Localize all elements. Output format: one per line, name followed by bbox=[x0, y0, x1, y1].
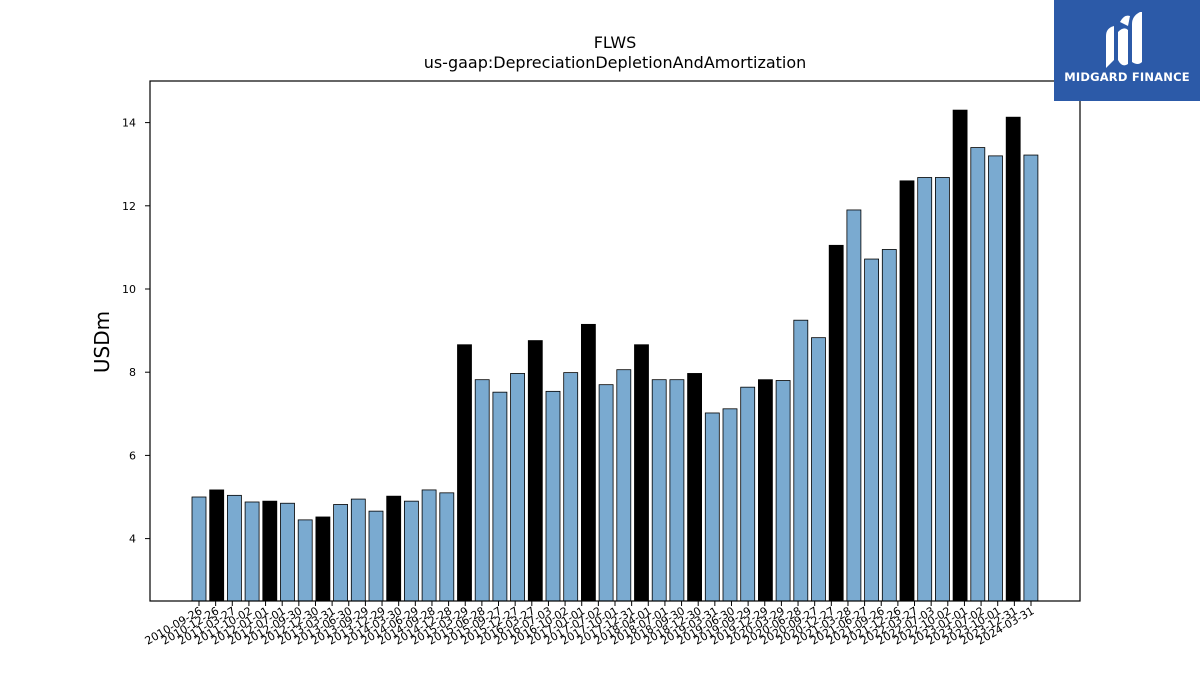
bar bbox=[899, 180, 915, 602]
bar bbox=[864, 258, 879, 602]
bar bbox=[1023, 154, 1039, 602]
bar bbox=[315, 516, 331, 602]
bar bbox=[988, 155, 1003, 602]
x-ticks-group: 2010-09-262010-12-262011-03-272011-10-02… bbox=[143, 601, 1037, 648]
bar bbox=[226, 494, 242, 602]
bar bbox=[634, 344, 649, 602]
bar bbox=[191, 496, 207, 602]
bars-group bbox=[191, 109, 1039, 602]
bar bbox=[474, 379, 490, 602]
bar bbox=[1005, 116, 1021, 602]
bar bbox=[439, 492, 455, 602]
y-tick-label: 14 bbox=[122, 117, 136, 130]
bar bbox=[563, 372, 579, 602]
brand-logo-text: MIDGARD FINANCE bbox=[1064, 70, 1190, 84]
plot-frame bbox=[149, 80, 1081, 602]
chart-title: FLWS bbox=[594, 33, 637, 52]
y-tick-label: 8 bbox=[129, 366, 136, 379]
bar bbox=[421, 489, 437, 602]
bar bbox=[970, 147, 986, 602]
y-tick-label: 4 bbox=[129, 533, 136, 546]
y-ticks-group: 4 6 8 10 12 14 bbox=[122, 117, 150, 546]
bar bbox=[881, 249, 897, 602]
bar bbox=[828, 244, 844, 602]
bar bbox=[775, 380, 791, 602]
midgard-logo-icon bbox=[1106, 12, 1142, 68]
bar bbox=[598, 384, 614, 602]
bar bbox=[616, 369, 632, 602]
y-tick-label: 10 bbox=[122, 283, 136, 296]
bar bbox=[740, 386, 756, 602]
bar bbox=[262, 500, 278, 602]
bar bbox=[386, 495, 402, 602]
bar bbox=[492, 391, 508, 602]
bar bbox=[510, 373, 526, 602]
bar bbox=[527, 340, 543, 602]
bar bbox=[244, 501, 260, 602]
bar bbox=[758, 379, 773, 602]
bar bbox=[651, 379, 667, 602]
bar bbox=[846, 209, 862, 602]
bar bbox=[581, 323, 596, 602]
bar bbox=[209, 489, 225, 602]
bar bbox=[722, 408, 738, 602]
bar bbox=[952, 109, 968, 602]
bar bbox=[333, 504, 349, 602]
bar bbox=[403, 500, 419, 602]
brand-logo: MIDGARD FINANCE bbox=[1054, 0, 1200, 101]
bar bbox=[687, 373, 702, 602]
bar bbox=[935, 177, 950, 602]
bar bbox=[297, 519, 313, 602]
y-axis-label: USDm bbox=[90, 311, 114, 373]
bar bbox=[704, 412, 720, 602]
bar bbox=[368, 510, 384, 602]
bar bbox=[545, 390, 561, 602]
bar bbox=[917, 177, 933, 602]
bar bbox=[793, 319, 809, 602]
y-tick-label: 12 bbox=[122, 200, 136, 213]
bar bbox=[811, 337, 826, 602]
bar bbox=[280, 502, 295, 602]
bar bbox=[457, 344, 472, 602]
y-tick-label: 6 bbox=[129, 449, 136, 462]
bar bbox=[669, 379, 685, 602]
bar bbox=[350, 498, 366, 602]
chart-subtitle: us-gaap:DepreciationDepletionAndAmortiza… bbox=[424, 53, 807, 72]
